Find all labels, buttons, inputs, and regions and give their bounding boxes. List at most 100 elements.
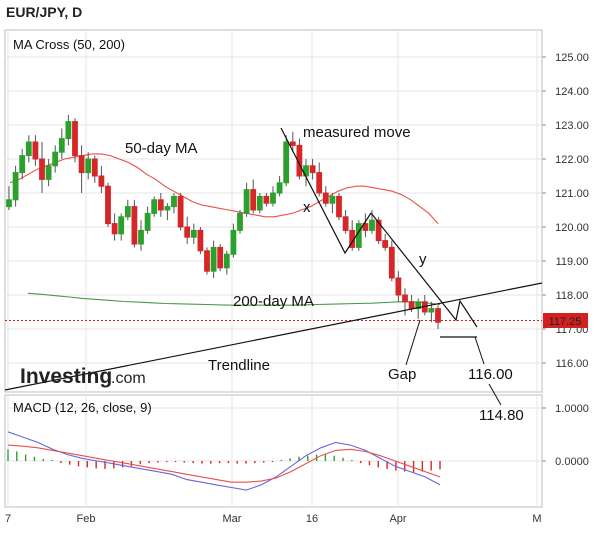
candle [395,271,402,302]
candle-body [85,158,92,174]
symbol-title: EUR/JPY, D [6,4,82,20]
candle-body [369,219,375,231]
x-tick-label: Mar [223,513,242,525]
candle [32,135,39,166]
candle-body [243,189,250,214]
y-tick-label: 121.00 [555,188,589,200]
candle [223,250,230,275]
candle [204,247,210,275]
y-tick-label: 118.00 [556,290,589,302]
candle [197,227,204,255]
target-116-pointer [474,336,485,365]
candle [362,213,369,238]
candle-body [342,216,349,231]
candle-body [19,155,26,174]
candle [256,193,263,214]
candle-body [58,138,65,153]
candle [91,155,98,183]
measured-move-y-leg [370,212,478,328]
y-tick-label: 119.00 [556,256,589,268]
annotation-y: y [419,251,427,268]
candle [296,138,303,180]
candle-body [270,192,276,204]
candle [322,186,329,207]
candle [124,199,131,221]
candle-body [190,229,197,238]
y-tick-label: 123.00 [555,120,589,132]
candle-body [12,172,19,201]
candle [164,203,171,221]
annotation-gap: Gap [388,366,416,383]
grid-lines [5,30,542,507]
logo-text: Investing [20,365,112,388]
candle-body [250,189,257,211]
candle [78,145,85,193]
candle-body [395,277,402,296]
candle-body [25,141,32,157]
candle-body [177,195,184,228]
candle [25,135,32,163]
candle-body [382,240,389,248]
annotation-measured-move: measured move [303,124,411,141]
candle-body [263,195,270,204]
candle-body [72,121,78,157]
annotation-target-116: 116.00 [468,366,513,383]
candle [98,165,105,193]
candle-body [6,199,12,208]
candle-body [388,246,395,279]
candle-body [91,158,98,177]
candle-body [309,165,316,174]
candle [276,176,283,197]
candle-body [329,195,336,204]
candle-body [237,212,243,231]
candle-body [223,253,230,269]
candle [243,182,250,217]
candle-body [52,151,59,167]
candle [111,213,118,241]
current-price-tag: 117.25 [543,313,588,328]
candle-body [144,212,151,231]
annotation-x: x [303,199,311,216]
candle [118,213,125,241]
candle-body [217,246,224,269]
y-tick-label: 124.00 [555,86,589,98]
x-tick-label: 7 [5,513,11,525]
candle [105,182,111,227]
candle [19,148,26,180]
candle [6,186,12,210]
candle-body [138,229,144,245]
candle-body [322,192,329,204]
y-tick-label: 120.00 [555,222,589,234]
main-panel-frame [4,29,543,393]
y-tick-label: 116.00 [556,358,589,370]
candle [263,193,270,207]
annotation-trendline: Trendline [208,357,270,374]
candle-body [65,121,72,140]
candle-body [204,250,210,272]
candle-body [32,141,39,160]
candle [388,240,395,282]
candle [171,193,177,214]
signal-line [7,444,441,483]
candle-body [184,226,191,238]
candle [72,118,78,163]
candle [237,210,243,234]
candle [138,220,144,251]
candle-body [402,294,408,303]
candle-body [39,158,45,180]
candle [131,199,138,248]
gap-pointer [405,319,421,366]
y-axis-ticks: 125.00 124.00 123.00 122.00 121.00 120.00 119.… [542,52,589,468]
y-tick-label: 125.00 [555,52,589,64]
candle [342,210,349,234]
candle-body [289,141,296,146]
candle [217,244,224,272]
candle-body [45,165,52,180]
candle [58,128,65,159]
current-price-label: 117.25 [549,316,582,328]
candle-body [230,229,237,255]
x-axis-ticks: 7 Feb Mar 16 Apr M [5,513,542,525]
logo-suffix: .com [111,370,146,387]
candle-body [98,175,105,187]
candle [230,223,237,258]
